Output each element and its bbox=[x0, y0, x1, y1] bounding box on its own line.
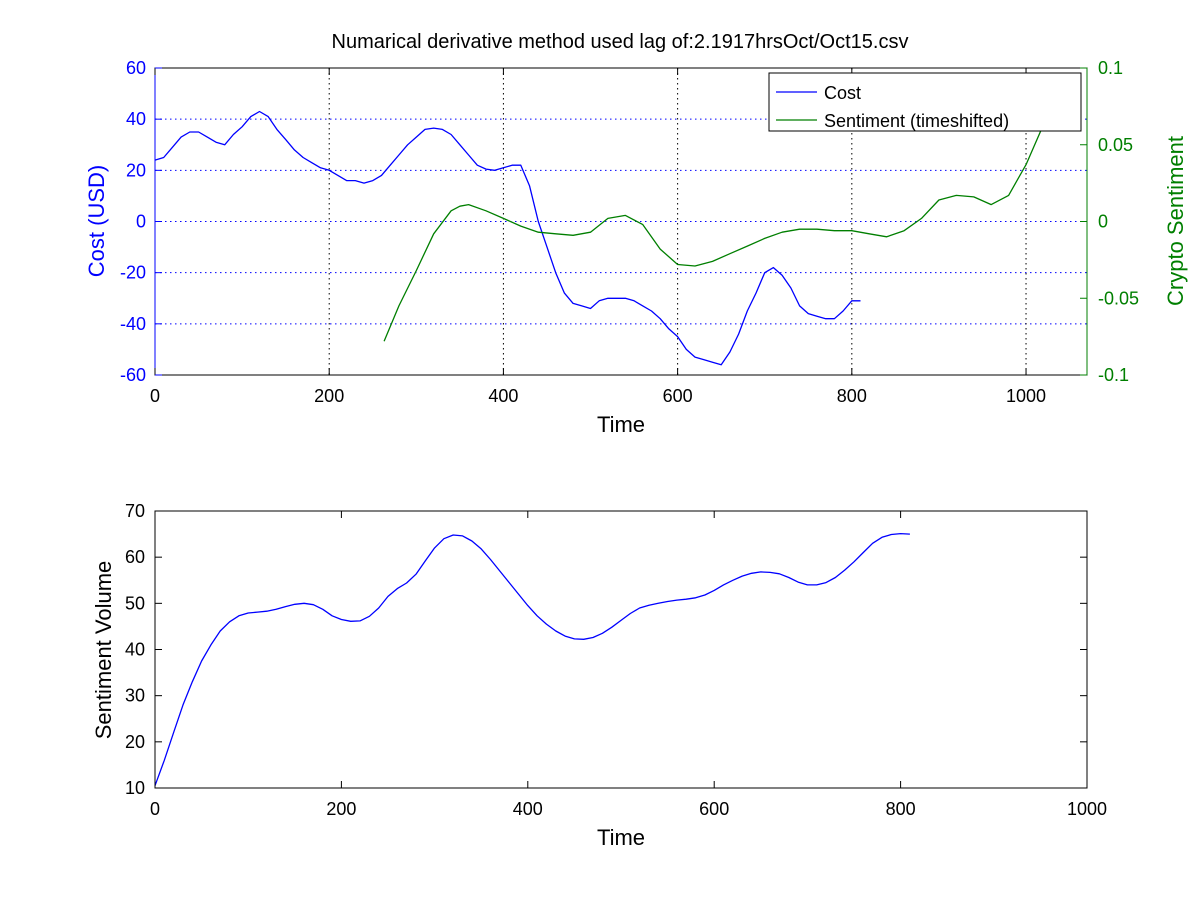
bottom-x-tick-label: 1000 bbox=[1067, 799, 1107, 819]
sentiment-series-line bbox=[383, 101, 1062, 342]
bottom-y-axis-label: Sentiment Volume bbox=[91, 561, 116, 740]
bottom-x-ticks: 0 200 400 600 800 1000 bbox=[150, 511, 1107, 819]
bottom-x-tick-label: 800 bbox=[886, 799, 916, 819]
top-right-y-tick-label: 0.05 bbox=[1098, 135, 1133, 155]
top-left-y-tick-label: -60 bbox=[120, 365, 146, 385]
bottom-y-tick-label: 60 bbox=[125, 547, 145, 567]
top-left-y-tick-label: 0 bbox=[136, 212, 146, 232]
top-x-ticks: 0 200 400 600 800 1000 bbox=[150, 68, 1046, 406]
bottom-y-tick-label: 30 bbox=[125, 686, 145, 706]
top-left-y-axis-label: Cost (USD) bbox=[84, 165, 109, 277]
bottom-x-tick-label: 200 bbox=[326, 799, 356, 819]
bottom-y-tick-label: 70 bbox=[125, 501, 145, 521]
legend-cost-label: Cost bbox=[824, 83, 861, 103]
bottom-x-axis-label: Time bbox=[597, 825, 645, 850]
sentiment-volume-subplot: 0 200 400 600 800 1000 10 20 30 40 50 60 70 Time Se… bbox=[91, 501, 1107, 850]
cost-sentiment-subplot: Numarical derivative method used lag of:… bbox=[84, 31, 1188, 437]
bottom-y-tick-label: 40 bbox=[125, 640, 145, 660]
top-series-group bbox=[154, 101, 1062, 366]
top-right-y-tick-label: 0 bbox=[1098, 212, 1108, 232]
legend-box bbox=[768, 72, 1082, 132]
top-right-y-axis-label: Crypto Sentiment bbox=[1163, 136, 1188, 306]
top-legend: Cost Sentiment (timeshifted) bbox=[768, 72, 1082, 132]
legend-sentiment-label: Sentiment (timeshifted) bbox=[824, 111, 1009, 131]
bottom-y-tick-label: 20 bbox=[125, 732, 145, 752]
top-left-y-tick-label: 40 bbox=[126, 109, 146, 129]
bottom-y-tick-label: 50 bbox=[125, 593, 145, 613]
top-x-axis-label: Time bbox=[597, 412, 645, 437]
top-x-tick-label: 1000 bbox=[1006, 386, 1046, 406]
top-left-y-tick-label: -20 bbox=[120, 263, 146, 283]
bottom-x-tick-label: 400 bbox=[513, 799, 543, 819]
sentiment-volume-line bbox=[154, 532, 910, 786]
top-right-y-ticks: -0.1 -0.05 0 0.05 0.1 bbox=[1080, 58, 1139, 385]
top-left-y-tick-label: -40 bbox=[120, 314, 146, 334]
cost-series-line bbox=[154, 110, 861, 366]
bottom-x-tick-label: 600 bbox=[699, 799, 729, 819]
top-right-y-tick-label: -0.05 bbox=[1098, 288, 1139, 308]
top-right-y-tick-label: 0.1 bbox=[1098, 58, 1123, 78]
top-x-tick-label: 800 bbox=[837, 386, 867, 406]
top-x-tick-label: 600 bbox=[663, 386, 693, 406]
top-right-y-tick-label: -0.1 bbox=[1098, 365, 1129, 385]
top-left-y-ticks: -60 -40 -20 0 20 40 60 bbox=[120, 58, 162, 385]
bottom-series-group bbox=[154, 532, 910, 786]
top-chart-title: Numarical derivative method used lag of:… bbox=[332, 31, 909, 53]
top-x-tick-label: 0 bbox=[150, 386, 160, 406]
top-x-tick-label: 400 bbox=[488, 386, 518, 406]
top-left-y-tick-label: 20 bbox=[126, 160, 146, 180]
top-left-y-tick-label: 60 bbox=[126, 58, 146, 78]
bottom-y-ticks: 10 20 30 40 50 60 70 bbox=[125, 501, 1087, 798]
bottom-y-tick-label: 10 bbox=[125, 778, 145, 798]
top-x-tick-label: 200 bbox=[314, 386, 344, 406]
bottom-x-tick-label: 0 bbox=[150, 799, 160, 819]
bottom-plot-area bbox=[155, 511, 1087, 788]
